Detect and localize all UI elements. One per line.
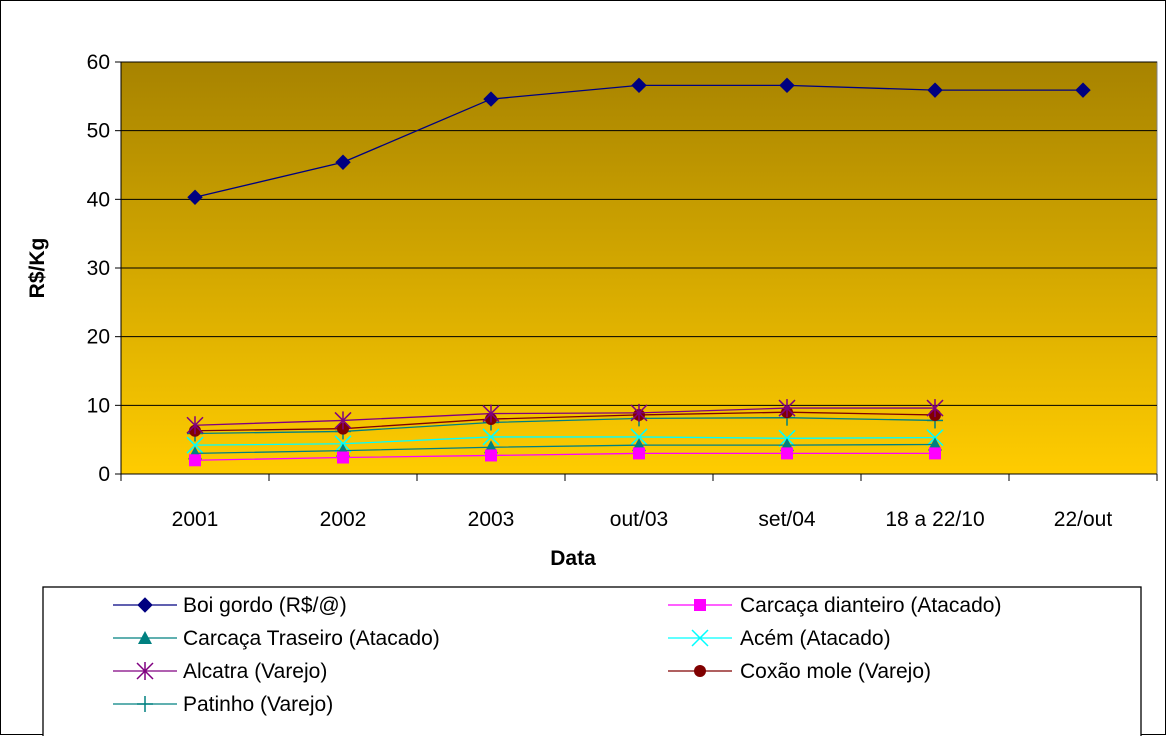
legend: Boi gordo (R$/@) Carcaça dianteiro (Ataca… [113,594,1001,716]
y-tick-label: 60 [87,51,110,74]
y-tick-label: 50 [87,120,110,143]
legend-label: Patinho (Varejo) [183,693,333,716]
series-line [194,436,936,446]
y-tick-label: 40 [87,188,110,211]
legend-item: Acém (Atacado) [668,627,891,650]
data-point [779,77,795,94]
legend-marker [138,631,152,644]
legend-item: Boi gordo (R$/@) [113,594,347,617]
data-point [483,91,499,107]
legend-label: Acém (Atacado) [740,627,891,650]
data-point [633,447,645,460]
legend-item: Alcatra (Varejo) [113,660,327,683]
legend-marker [694,665,706,677]
legend-item: Carcaça dianteiro (Atacado) [668,594,1001,617]
data-point [187,189,203,205]
data-point [778,399,796,418]
x-axis-ticks: 2001 2002 2003 out/03 set/04 18 a 22/10 22/out [120,474,1158,531]
data-point [482,404,500,423]
x-tick-label: 2003 [468,508,515,531]
legend-label: Boi gordo (R$/@) [183,594,347,617]
legend-marker [137,597,153,613]
legend-marker [694,599,706,611]
series-0 [187,77,1091,205]
x-tick-label: 2002 [320,508,367,531]
data-point [337,451,349,464]
series-layer [186,77,1091,467]
x-tick-label: out/03 [610,508,668,531]
data-point [186,416,204,435]
series-4 [186,399,944,435]
data-point [928,437,942,451]
data-point [186,436,204,454]
x-tick-label: 22/out [1054,508,1113,531]
legend-marker [691,629,709,647]
data-point [1075,82,1091,98]
legend-label: Alcatra (Varejo) [183,660,327,683]
x-axis-title: Data [550,547,596,570]
data-point [926,399,944,418]
x-tick-label: set/04 [758,508,816,531]
legend-label: Carcaça dianteiro (Atacado) [740,594,1001,617]
data-point [927,82,943,98]
legend-label: Carcaça Traseiro (Atacado) [183,627,440,650]
x-tick-label: 18 a 22/10 [885,508,984,531]
legend-marker [136,662,154,680]
legend-item: Coxão mole (Varejo) [668,660,931,683]
legend-box [42,586,1142,736]
y-tick-label: 30 [87,257,110,280]
data-point [630,428,648,446]
series-line [194,407,935,426]
series-line [194,452,935,461]
data-point [334,411,352,430]
legend-label: Coxão mole (Varejo) [740,660,931,683]
data-point [631,77,647,94]
series-1 [189,447,941,467]
data-point [335,154,351,170]
data-point [482,428,500,446]
x-tick-label: 2001 [172,508,219,531]
gridlines [121,61,1157,406]
series-line [194,417,936,435]
y-axis-title: R$/Kg [26,238,49,299]
data-point [189,454,201,467]
y-axis-ticks: 0 10 20 30 40 50 60 [87,51,121,486]
legend-marker [137,696,153,712]
y-tick-label: 0 [98,463,110,486]
legend-item: Patinho (Varejo) [113,693,333,716]
y-tick-label: 20 [87,326,110,349]
data-point [929,447,941,460]
legend-item: Carcaça Traseiro (Atacado) [113,627,440,650]
data-point [630,403,648,422]
data-point [781,447,793,460]
data-point [485,449,497,462]
series-line [194,443,936,455]
y-tick-label: 10 [87,394,110,417]
series-line [194,411,936,432]
